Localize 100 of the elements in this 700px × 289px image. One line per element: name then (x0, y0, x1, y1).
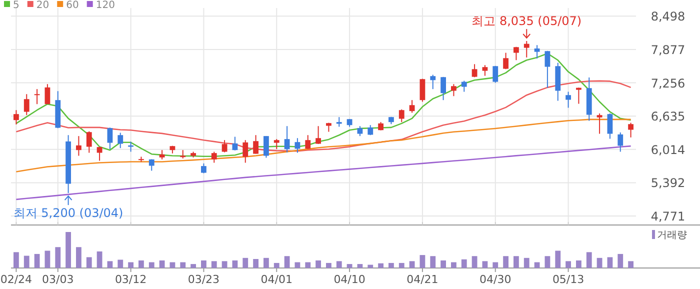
bar (326, 262, 332, 268)
bar (514, 256, 519, 268)
annotation: 최고 8,035 (05/07) (472, 14, 582, 28)
candlestick (148, 158, 154, 172)
candlestick (618, 132, 624, 152)
y-tick-label: 5,392 (650, 176, 686, 190)
bar (190, 264, 196, 268)
bar (492, 262, 498, 268)
bar (14, 252, 19, 268)
bar (44, 250, 50, 268)
bar (34, 254, 40, 268)
bar (576, 260, 582, 268)
bar (388, 262, 394, 268)
bar (618, 254, 624, 268)
candlestick (44, 84, 50, 105)
candlestick (264, 136, 269, 158)
candlestick (24, 94, 30, 116)
candlestick (274, 138, 280, 150)
x-tick-label: 03/23 (188, 273, 220, 286)
candlestick (492, 65, 498, 84)
candlestick (566, 91, 571, 108)
bar (357, 264, 363, 268)
bar (284, 256, 290, 268)
candlestick (440, 76, 446, 101)
bar (628, 261, 634, 268)
candlestick (294, 138, 300, 154)
bar (201, 260, 206, 268)
candlestick (514, 46, 519, 61)
candlestick (305, 134, 311, 150)
candlestick (628, 122, 634, 138)
candlestick (576, 87, 582, 104)
bar (482, 261, 488, 268)
candlestick (159, 150, 165, 160)
annotation: 최저 5,200 (03/04) (13, 206, 124, 220)
y-tick-label: 6,014 (650, 142, 686, 157)
bar (128, 262, 134, 268)
bar (76, 247, 82, 268)
bar (264, 258, 269, 268)
bar (222, 261, 228, 268)
candlestick (253, 134, 258, 154)
candlestick (222, 140, 228, 153)
y-tick-label: 6,635 (650, 110, 686, 124)
candlestick (336, 116, 342, 128)
candlestick (398, 108, 404, 123)
bar (232, 260, 238, 268)
candlestick (96, 146, 102, 162)
x-tick-label: 03/03 (42, 273, 74, 286)
bar (534, 262, 540, 268)
bar (503, 256, 508, 268)
candlestick (86, 130, 92, 154)
candlestick (451, 84, 456, 97)
bar (253, 259, 258, 268)
bar (524, 258, 530, 268)
bar (66, 232, 71, 268)
bar (274, 262, 280, 268)
candlestick (524, 40, 530, 58)
bar (96, 251, 102, 268)
bar (451, 262, 456, 268)
y-tick-label: 4,771 (650, 210, 686, 224)
bar (378, 263, 384, 268)
bar (586, 252, 592, 268)
candlestick (284, 126, 290, 153)
bar (472, 256, 478, 268)
legend-label: 5 (13, 0, 20, 11)
x-tick-label: 04/21 (406, 273, 438, 286)
bar (420, 255, 426, 268)
candlestick (211, 151, 217, 164)
legend-label: 20 (36, 0, 50, 11)
candlestick (316, 126, 321, 144)
bar (211, 261, 217, 268)
x-tick-label: 04/10 (334, 273, 366, 286)
y-tick-label: 7,877 (650, 42, 686, 57)
candlestick (14, 110, 19, 125)
bar (398, 262, 404, 268)
x-tick-label: 04/01 (260, 273, 292, 286)
candlestick (138, 156, 144, 162)
bar (107, 261, 113, 268)
candlestick (430, 74, 436, 90)
candlestick (607, 112, 613, 140)
bar (409, 261, 415, 268)
bar (461, 259, 467, 268)
bar (118, 260, 124, 268)
bar (544, 256, 550, 268)
legend-label: 60 (66, 0, 79, 11)
candlestick (357, 126, 363, 137)
bar (305, 262, 311, 268)
bar (566, 261, 571, 268)
bar (596, 258, 602, 268)
bar (336, 261, 342, 268)
candlestick (76, 136, 82, 156)
legend-label: 120 (96, 0, 115, 11)
candlestick (128, 141, 134, 152)
bar (159, 260, 165, 268)
bar (430, 256, 436, 268)
x-tick-label: 04/30 (480, 273, 512, 286)
candlestick (107, 127, 113, 150)
y-tick-label: 8,498 (650, 10, 686, 24)
bar (555, 250, 561, 268)
candlestick (409, 100, 415, 114)
candlestick (242, 140, 248, 164)
